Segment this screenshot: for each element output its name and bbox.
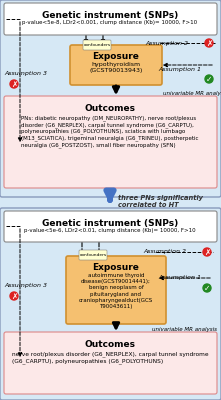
Circle shape — [205, 75, 213, 83]
Text: p-value<5e-6, LDr2<0.01, clump distance (Kb)= 10000, F>10: p-value<5e-6, LDr2<0.01, clump distance … — [24, 228, 196, 233]
FancyBboxPatch shape — [4, 96, 217, 188]
Text: univariable MR analysis: univariable MR analysis — [163, 90, 221, 96]
Text: Genetic instrument (SNPs): Genetic instrument (SNPs) — [42, 11, 178, 20]
Circle shape — [10, 292, 18, 300]
Text: ✗: ✗ — [11, 80, 17, 88]
Text: ✗: ✗ — [204, 248, 210, 256]
Text: three PNs significantly
correlated to HT: three PNs significantly correlated to HT — [118, 194, 203, 208]
Text: confounders: confounders — [79, 253, 107, 257]
Text: p-value<5e-8, LDr2<0.001, clump distance (Kb)= 10000, F>10: p-value<5e-8, LDr2<0.001, clump distance… — [23, 20, 198, 25]
Text: Assumption 1: Assumption 1 — [158, 276, 201, 280]
FancyBboxPatch shape — [83, 40, 111, 50]
Circle shape — [10, 80, 18, 88]
FancyBboxPatch shape — [4, 211, 217, 242]
FancyBboxPatch shape — [79, 250, 107, 260]
Text: nerve root/plexus disorder (G6_NERPLEX), carpal tunnel syndrome
(G6_CARPTU), pol: nerve root/plexus disorder (G6_NERPLEX),… — [12, 351, 208, 364]
Text: confounders: confounders — [84, 43, 110, 47]
Text: Outcomes: Outcomes — [84, 104, 135, 113]
Text: Assumption 3: Assumption 3 — [4, 70, 47, 76]
FancyBboxPatch shape — [66, 256, 166, 324]
Text: ✗: ✗ — [206, 38, 212, 48]
Text: ✓: ✓ — [204, 284, 210, 292]
Circle shape — [205, 39, 213, 47]
Text: autoimmune thyroid
disease(GCST90014441);
benign neoplasm of
pituitarygland and
: autoimmune thyroid disease(GCST90014441)… — [79, 273, 153, 309]
FancyBboxPatch shape — [4, 3, 217, 35]
Text: ✗: ✗ — [11, 292, 17, 300]
Text: Assumption 3: Assumption 3 — [4, 282, 47, 288]
Text: hypothyroidism
(GCST90013943): hypothyroidism (GCST90013943) — [89, 62, 143, 73]
Text: Outcomes: Outcomes — [84, 340, 135, 349]
FancyBboxPatch shape — [4, 332, 217, 394]
Text: Exposure: Exposure — [93, 52, 139, 61]
Text: Genetic instrument (SNPs): Genetic instrument (SNPs) — [42, 219, 178, 228]
Text: Assumption 2: Assumption 2 — [143, 250, 186, 254]
FancyBboxPatch shape — [0, 208, 221, 400]
Circle shape — [203, 284, 211, 292]
Text: Assumption 2: Assumption 2 — [145, 40, 188, 46]
FancyBboxPatch shape — [0, 0, 221, 197]
Text: PNs: diabetic neuropathy (DM_NEUROPATHY), nerve root/plexus
disorder (G6_NERPLEX: PNs: diabetic neuropathy (DM_NEUROPATHY)… — [21, 115, 199, 148]
Text: Exposure: Exposure — [93, 263, 139, 272]
Text: univariable MR analysis: univariable MR analysis — [152, 328, 217, 332]
Text: ✓: ✓ — [206, 74, 212, 84]
FancyBboxPatch shape — [70, 45, 162, 85]
Circle shape — [203, 248, 211, 256]
Text: Assumption 1: Assumption 1 — [158, 66, 201, 72]
